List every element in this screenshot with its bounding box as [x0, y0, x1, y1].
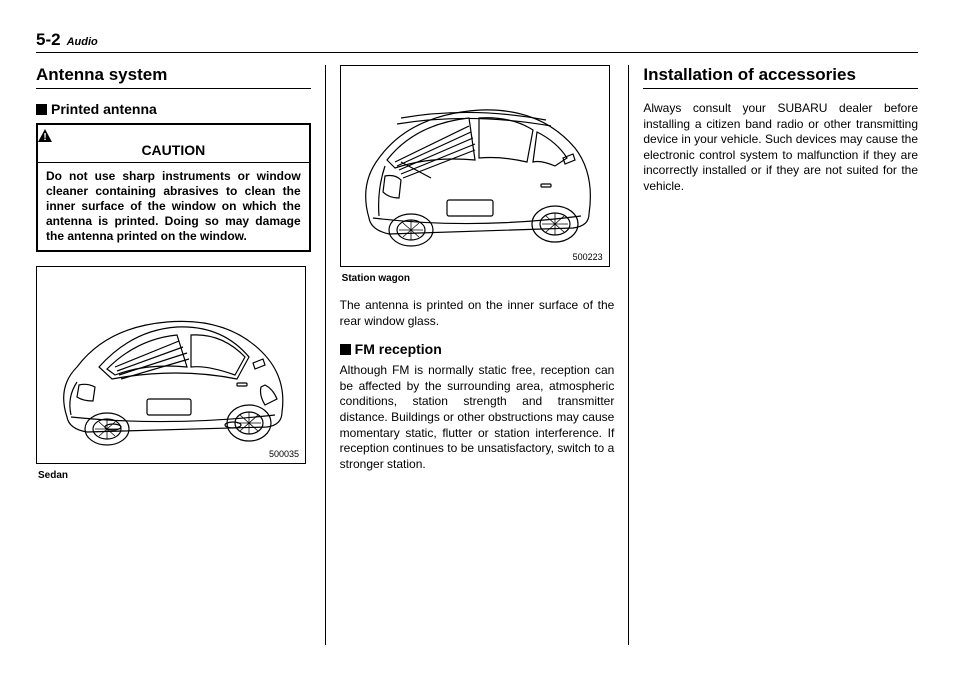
- figure-id: 500223: [573, 252, 603, 262]
- paragraph-antenna-location: The antenna is printed on the inner surf…: [340, 298, 615, 329]
- paragraph-installation: Always consult your SUBARU dealer before…: [643, 101, 918, 195]
- figure-id: 500035: [269, 449, 299, 459]
- manual-page: 5-2 Audio Antenna system Printed antenna…: [0, 0, 954, 674]
- caution-body-text: Do not use sharp instruments or window c…: [38, 163, 309, 250]
- column-3: Installation of accessories Always consu…: [628, 65, 918, 645]
- square-bullet-icon: [36, 104, 47, 115]
- heading-text: Printed antenna: [51, 101, 157, 117]
- three-column-layout: Antenna system Printed antenna ! CAUTION …: [36, 65, 918, 645]
- warning-triangle-icon: !: [38, 129, 52, 142]
- heading-installation: Installation of accessories: [643, 65, 918, 89]
- figure-sedan: 500035: [36, 266, 306, 464]
- heading-antenna-system: Antenna system: [36, 65, 311, 89]
- square-bullet-icon: [340, 344, 351, 355]
- svg-text:!: !: [43, 132, 46, 142]
- page-number: 5-2: [36, 30, 61, 50]
- wagon-illustration: [341, 66, 611, 268]
- header-section-label: Audio: [67, 36, 98, 48]
- heading-text: FM reception: [355, 341, 442, 357]
- column-2: 500223 Station wagon The antenna is prin…: [325, 65, 629, 645]
- paragraph-fm-reception: Although FM is normally static free, rec…: [340, 363, 615, 472]
- caution-box: ! CAUTION Do not use sharp instruments or…: [36, 123, 311, 252]
- figure-caption-sedan: Sedan: [38, 470, 309, 481]
- heading-printed-antenna: Printed antenna: [36, 101, 311, 117]
- figure-caption-wagon: Station wagon: [342, 273, 613, 284]
- caution-header: ! CAUTION: [38, 125, 309, 163]
- page-header: 5-2 Audio: [36, 30, 918, 53]
- heading-fm-reception: FM reception: [340, 341, 615, 357]
- column-1: Antenna system Printed antenna ! CAUTION …: [36, 65, 325, 645]
- caution-label: CAUTION: [141, 142, 205, 158]
- sedan-illustration: [37, 267, 307, 465]
- figure-wagon: 500223: [340, 65, 610, 267]
